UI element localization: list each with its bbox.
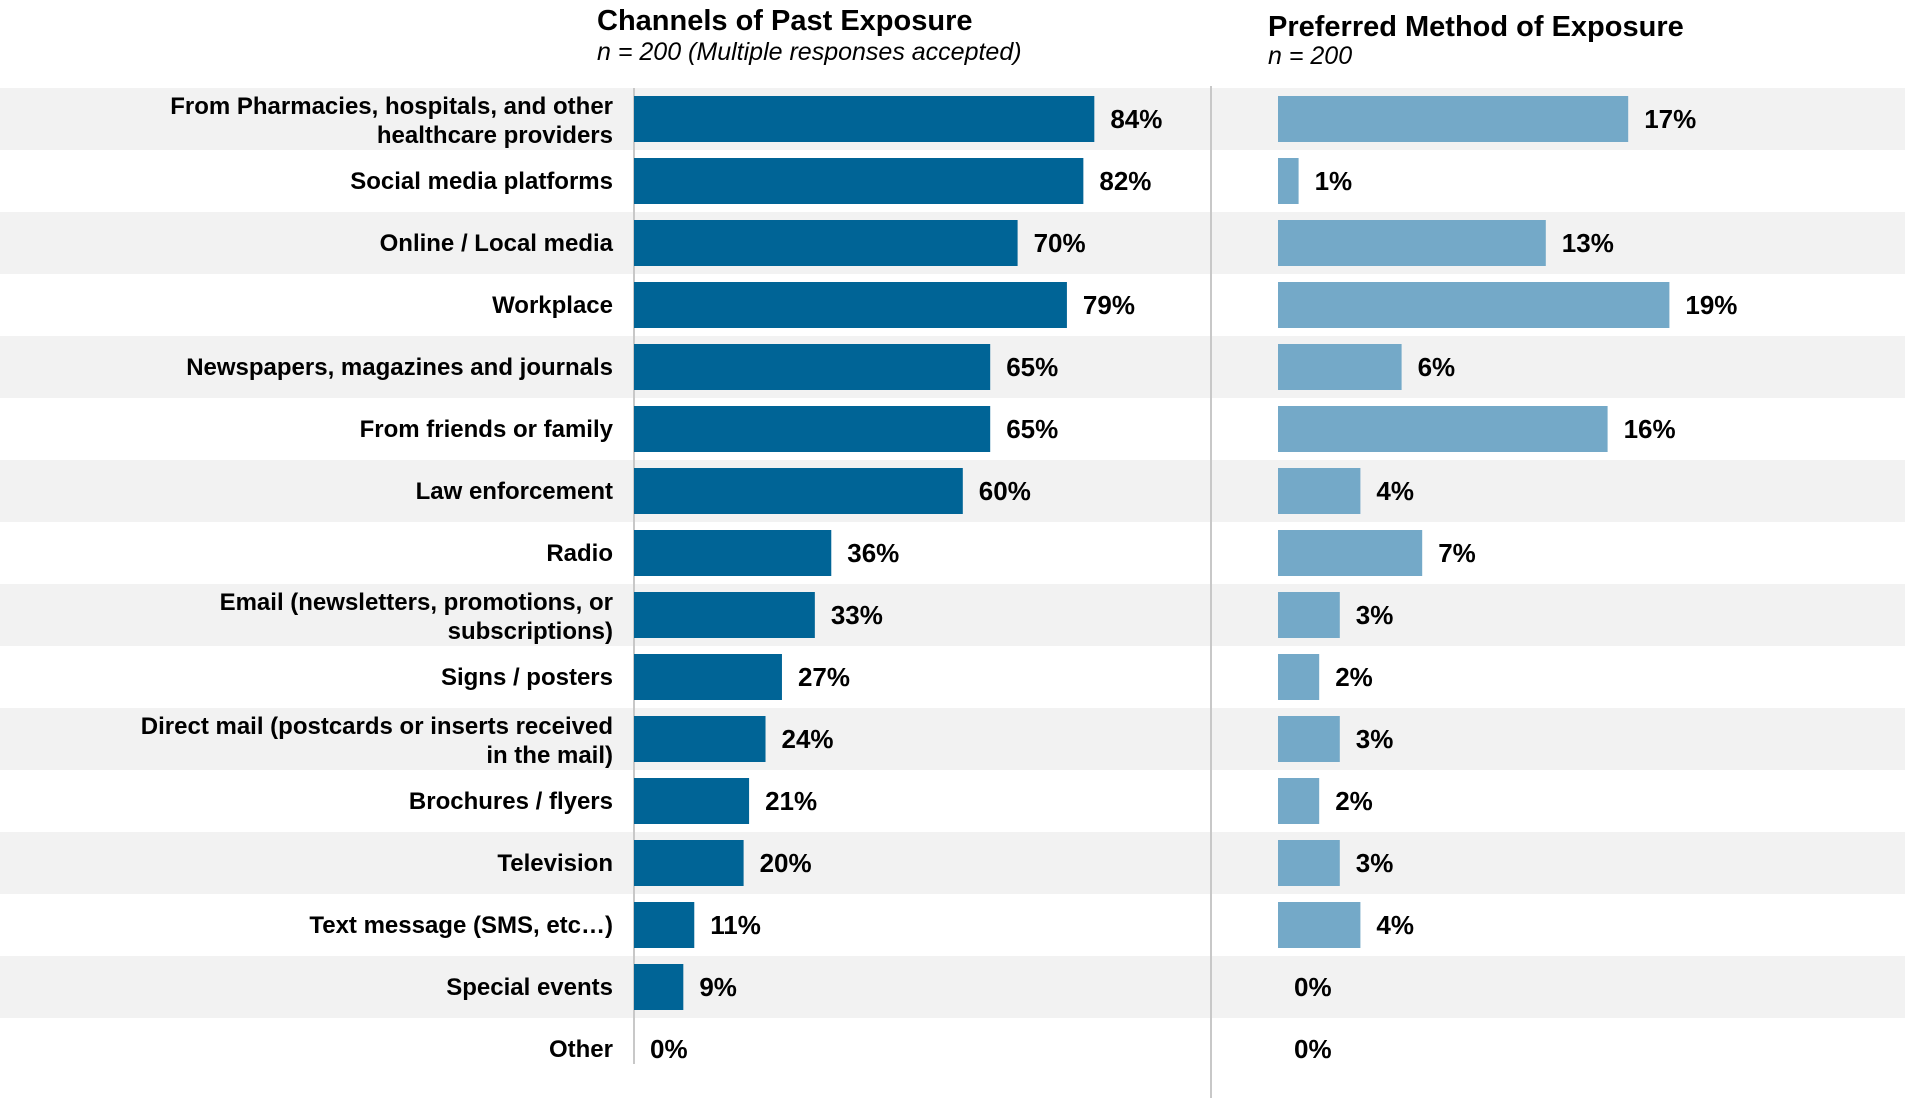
left-chart-value-label: 24% — [782, 724, 834, 754]
left-chart-subtitle: n = 200 (Multiple responses accepted) — [597, 38, 1022, 66]
left-chart-title: Channels of Past Exposure — [597, 5, 973, 37]
left-chart-bar — [634, 840, 744, 886]
right-chart-value-label: 3% — [1356, 848, 1394, 878]
left-chart-value-label: 70% — [1034, 228, 1086, 258]
category-label: Radio — [546, 540, 613, 567]
right-chart-bar — [1278, 158, 1299, 204]
left-chart-value-label: 65% — [1006, 352, 1058, 382]
right-chart-value-label: 4% — [1376, 476, 1414, 506]
category-label: Text message (SMS, etc…) — [309, 912, 613, 939]
left-chart-value-label: 84% — [1110, 104, 1162, 134]
right-chart-bars — [1278, 96, 1670, 948]
left-chart-bar — [634, 778, 750, 824]
category-label: Special events — [446, 974, 613, 1001]
left-chart-value-label: 21% — [765, 786, 817, 816]
left-chart-value-label: 20% — [760, 848, 812, 878]
category-label: From friends or family — [360, 416, 614, 443]
left-chart-value-label: 65% — [1006, 414, 1058, 444]
left-chart-value-label: 79% — [1083, 290, 1135, 320]
left-chart-bar — [634, 96, 1095, 142]
category-label: From Pharmacies, hospitals, and other hea… — [170, 93, 613, 149]
right-chart-bar — [1278, 902, 1361, 948]
left-chart-bar — [634, 344, 991, 390]
row-band — [0, 584, 1905, 646]
category-label: Signs / posters — [441, 664, 613, 691]
left-chart-value-label: 33% — [831, 600, 883, 630]
left-chart-bar — [634, 406, 991, 452]
category-labels: From Pharmacies, hospitals, and other hea… — [141, 93, 614, 1063]
category-label: Workplace — [492, 292, 613, 319]
category-label: Other — [549, 1036, 613, 1063]
left-chart-value-label: 11% — [710, 910, 761, 940]
left-chart-bar — [634, 592, 815, 638]
right-chart-bar — [1278, 406, 1608, 452]
right-chart-bar — [1278, 530, 1423, 576]
right-chart-value-label: 7% — [1438, 538, 1476, 568]
right-chart-value-label: 6% — [1418, 352, 1456, 382]
left-chart-value-label: 27% — [798, 662, 850, 692]
right-chart-value-label: 4% — [1376, 910, 1414, 940]
category-label: Brochures / flyers — [409, 788, 613, 815]
right-chart-subtitle: n = 200 — [1268, 42, 1352, 70]
left-chart-bars — [634, 96, 1095, 1010]
right-chart-bar — [1278, 592, 1340, 638]
left-chart-bar — [634, 902, 695, 948]
right-chart-bar — [1278, 344, 1402, 390]
left-chart-bar — [634, 654, 782, 700]
right-chart-title: Preferred Method of Exposure — [1268, 11, 1684, 43]
row-band — [0, 956, 1905, 1018]
left-chart-bar — [634, 716, 766, 762]
category-label: Social media platforms — [350, 168, 613, 195]
right-chart-value-labels: 17% 1% 13% 19% 6% 16% 4% 7% 3% 2% 3% 2% 3% 4% 0% 0% — [1294, 104, 1737, 1064]
right-chart-value-label: 19% — [1685, 290, 1737, 320]
right-chart-value-label: 3% — [1356, 600, 1394, 630]
left-chart-bar — [634, 964, 684, 1010]
right-chart-bar — [1278, 654, 1320, 700]
right-chart-bar — [1278, 282, 1670, 328]
left-chart-value-label: 0% — [650, 1034, 688, 1064]
left-chart-value-labels: 84% 82% 70% 79% 65% 65% 60% 36% 33% 27% 24% 21% 20% 1… — [650, 104, 1162, 1064]
right-chart-bar — [1278, 220, 1546, 266]
right-chart-value-label: 3% — [1356, 724, 1394, 754]
left-chart-bar — [634, 220, 1018, 266]
category-label: Newspapers, magazines and journals — [186, 354, 613, 381]
left-chart-bar — [634, 530, 832, 576]
right-chart-value-label: 1% — [1315, 166, 1353, 196]
category-label: Direct mail (postcards or inserts receiv… — [141, 713, 613, 769]
right-chart-bar — [1278, 96, 1629, 142]
row-band — [0, 832, 1905, 894]
right-chart-value-label: 0% — [1294, 1034, 1332, 1064]
right-chart-bar — [1278, 778, 1320, 824]
row-band — [0, 708, 1905, 770]
right-chart-value-label: 13% — [1562, 228, 1614, 258]
left-chart-value-label: 60% — [979, 476, 1031, 506]
right-chart-value-label: 2% — [1335, 786, 1373, 816]
right-chart-value-label: 2% — [1335, 662, 1373, 692]
left-chart-bar — [634, 468, 963, 514]
right-chart-value-label: 0% — [1294, 972, 1332, 1002]
right-chart-bar — [1278, 840, 1340, 886]
left-chart-value-label: 36% — [847, 538, 899, 568]
category-label: Law enforcement — [416, 478, 613, 505]
right-chart-value-label: 17% — [1644, 104, 1696, 134]
right-chart-bar — [1278, 468, 1361, 514]
left-chart-bar — [634, 158, 1084, 204]
left-chart-value-label: 82% — [1099, 166, 1151, 196]
category-label: Television — [497, 850, 613, 877]
right-chart-bar — [1278, 716, 1340, 762]
category-label: Email (newsletters, promotions, or subscr… — [220, 589, 613, 645]
left-chart-value-label: 9% — [699, 972, 737, 1002]
left-chart-bar — [634, 282, 1067, 328]
right-chart-value-label: 16% — [1624, 414, 1676, 444]
category-label: Online / Local media — [380, 230, 614, 257]
